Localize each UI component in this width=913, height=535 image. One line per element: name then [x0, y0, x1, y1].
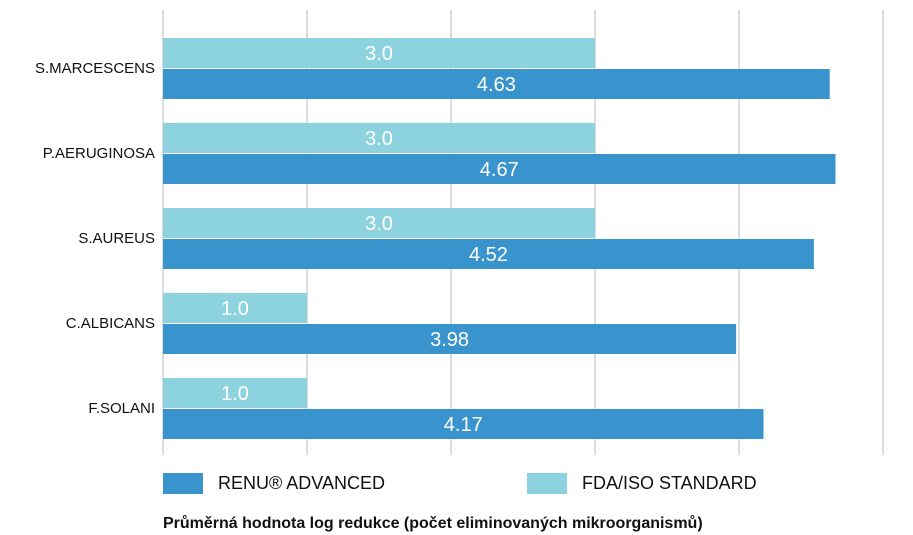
bar	[163, 38, 595, 68]
bar	[163, 69, 830, 99]
bar	[163, 208, 595, 238]
bar	[163, 154, 836, 184]
value-label: 1.0	[221, 298, 249, 320]
bar	[163, 378, 307, 408]
legend-swatch	[527, 473, 567, 494]
legend-label: FDA/ISO STANDARD	[582, 473, 757, 493]
bar	[163, 409, 764, 439]
value-label: 3.0	[365, 128, 393, 150]
bar	[163, 324, 737, 354]
y-tick-label: S.MARCESCENS	[35, 60, 155, 77]
value-label: 4.17	[444, 414, 483, 436]
legend-label: RENU® ADVANCED	[218, 473, 385, 493]
y-tick-label: F.SOLANI	[88, 400, 155, 417]
bar	[163, 239, 814, 269]
value-label: 4.63	[477, 74, 516, 96]
value-label: 1.0	[221, 383, 249, 405]
bar	[163, 293, 307, 323]
x-axis-label: Průměrná hodnota log redukce (počet elim…	[163, 515, 703, 532]
value-label: 3.0	[365, 213, 393, 235]
value-label: 4.52	[469, 244, 508, 266]
legend-swatch	[163, 473, 203, 494]
value-label: 4.67	[480, 159, 519, 181]
y-tick-label: P.AERUGINOSA	[43, 145, 155, 162]
bar	[163, 123, 595, 153]
value-label: 3.0	[365, 43, 393, 65]
y-tick-label: S.AUREUS	[78, 230, 155, 247]
value-label: 3.98	[430, 329, 469, 351]
y-tick-label: C.ALBICANS	[66, 315, 155, 332]
